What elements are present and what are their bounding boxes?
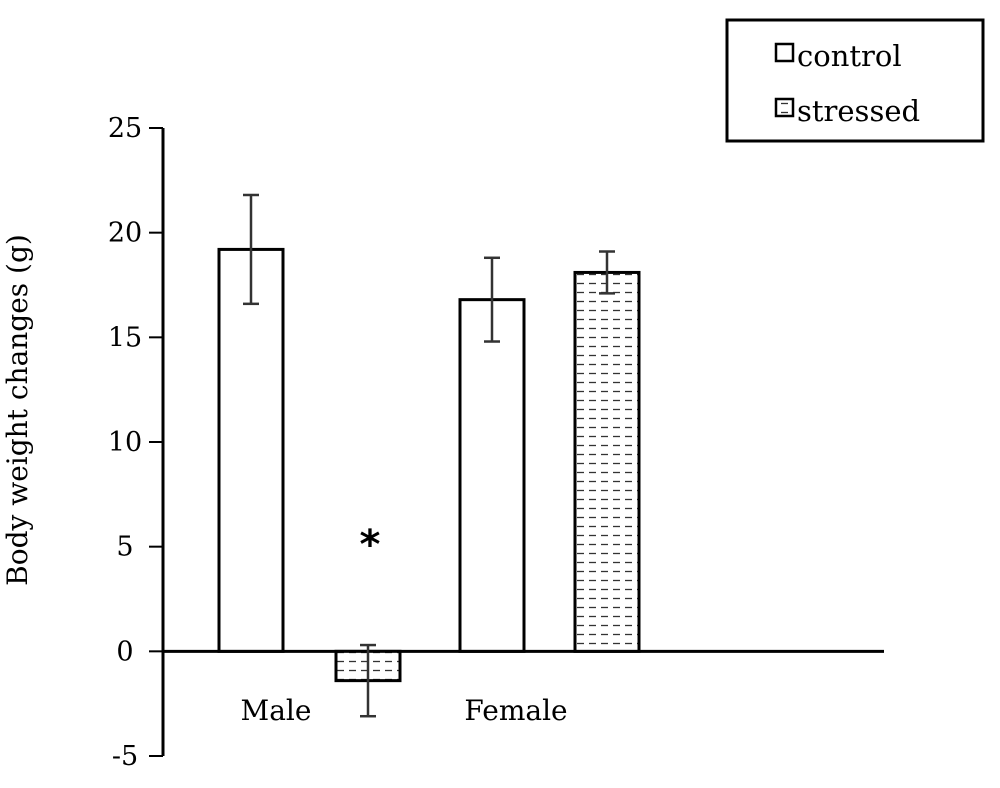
y-axis-title: Body weight changes (g) xyxy=(1,234,34,586)
legend-box xyxy=(725,18,985,143)
legend: control stressed xyxy=(725,18,985,143)
bar-female-stressed xyxy=(573,270,641,653)
legend-swatch-control xyxy=(774,42,795,63)
y-tick-label: 0 xyxy=(116,636,133,667)
category-label-male: Male xyxy=(241,694,312,727)
bar-female-control xyxy=(458,298,526,653)
y-tick-label: 20 xyxy=(108,218,142,249)
bar-male-control xyxy=(217,247,285,653)
significance-marker: * xyxy=(360,522,381,568)
category-label-female: Female xyxy=(464,694,567,727)
y-tick-label: 15 xyxy=(108,322,142,353)
legend-swatch-stressed xyxy=(774,97,795,118)
legend-label-control: control xyxy=(797,39,902,73)
y-tick-label: 5 xyxy=(116,532,133,563)
y-tick-label: 10 xyxy=(108,427,142,458)
bars xyxy=(217,247,641,683)
y-tick-label: -5 xyxy=(112,741,138,772)
error-bars xyxy=(243,193,615,718)
labels: Body weight changes (g) Male Female * xyxy=(1,234,568,727)
y-tick-label: 25 xyxy=(108,113,142,144)
legend-label-stressed: stressed xyxy=(797,94,920,128)
